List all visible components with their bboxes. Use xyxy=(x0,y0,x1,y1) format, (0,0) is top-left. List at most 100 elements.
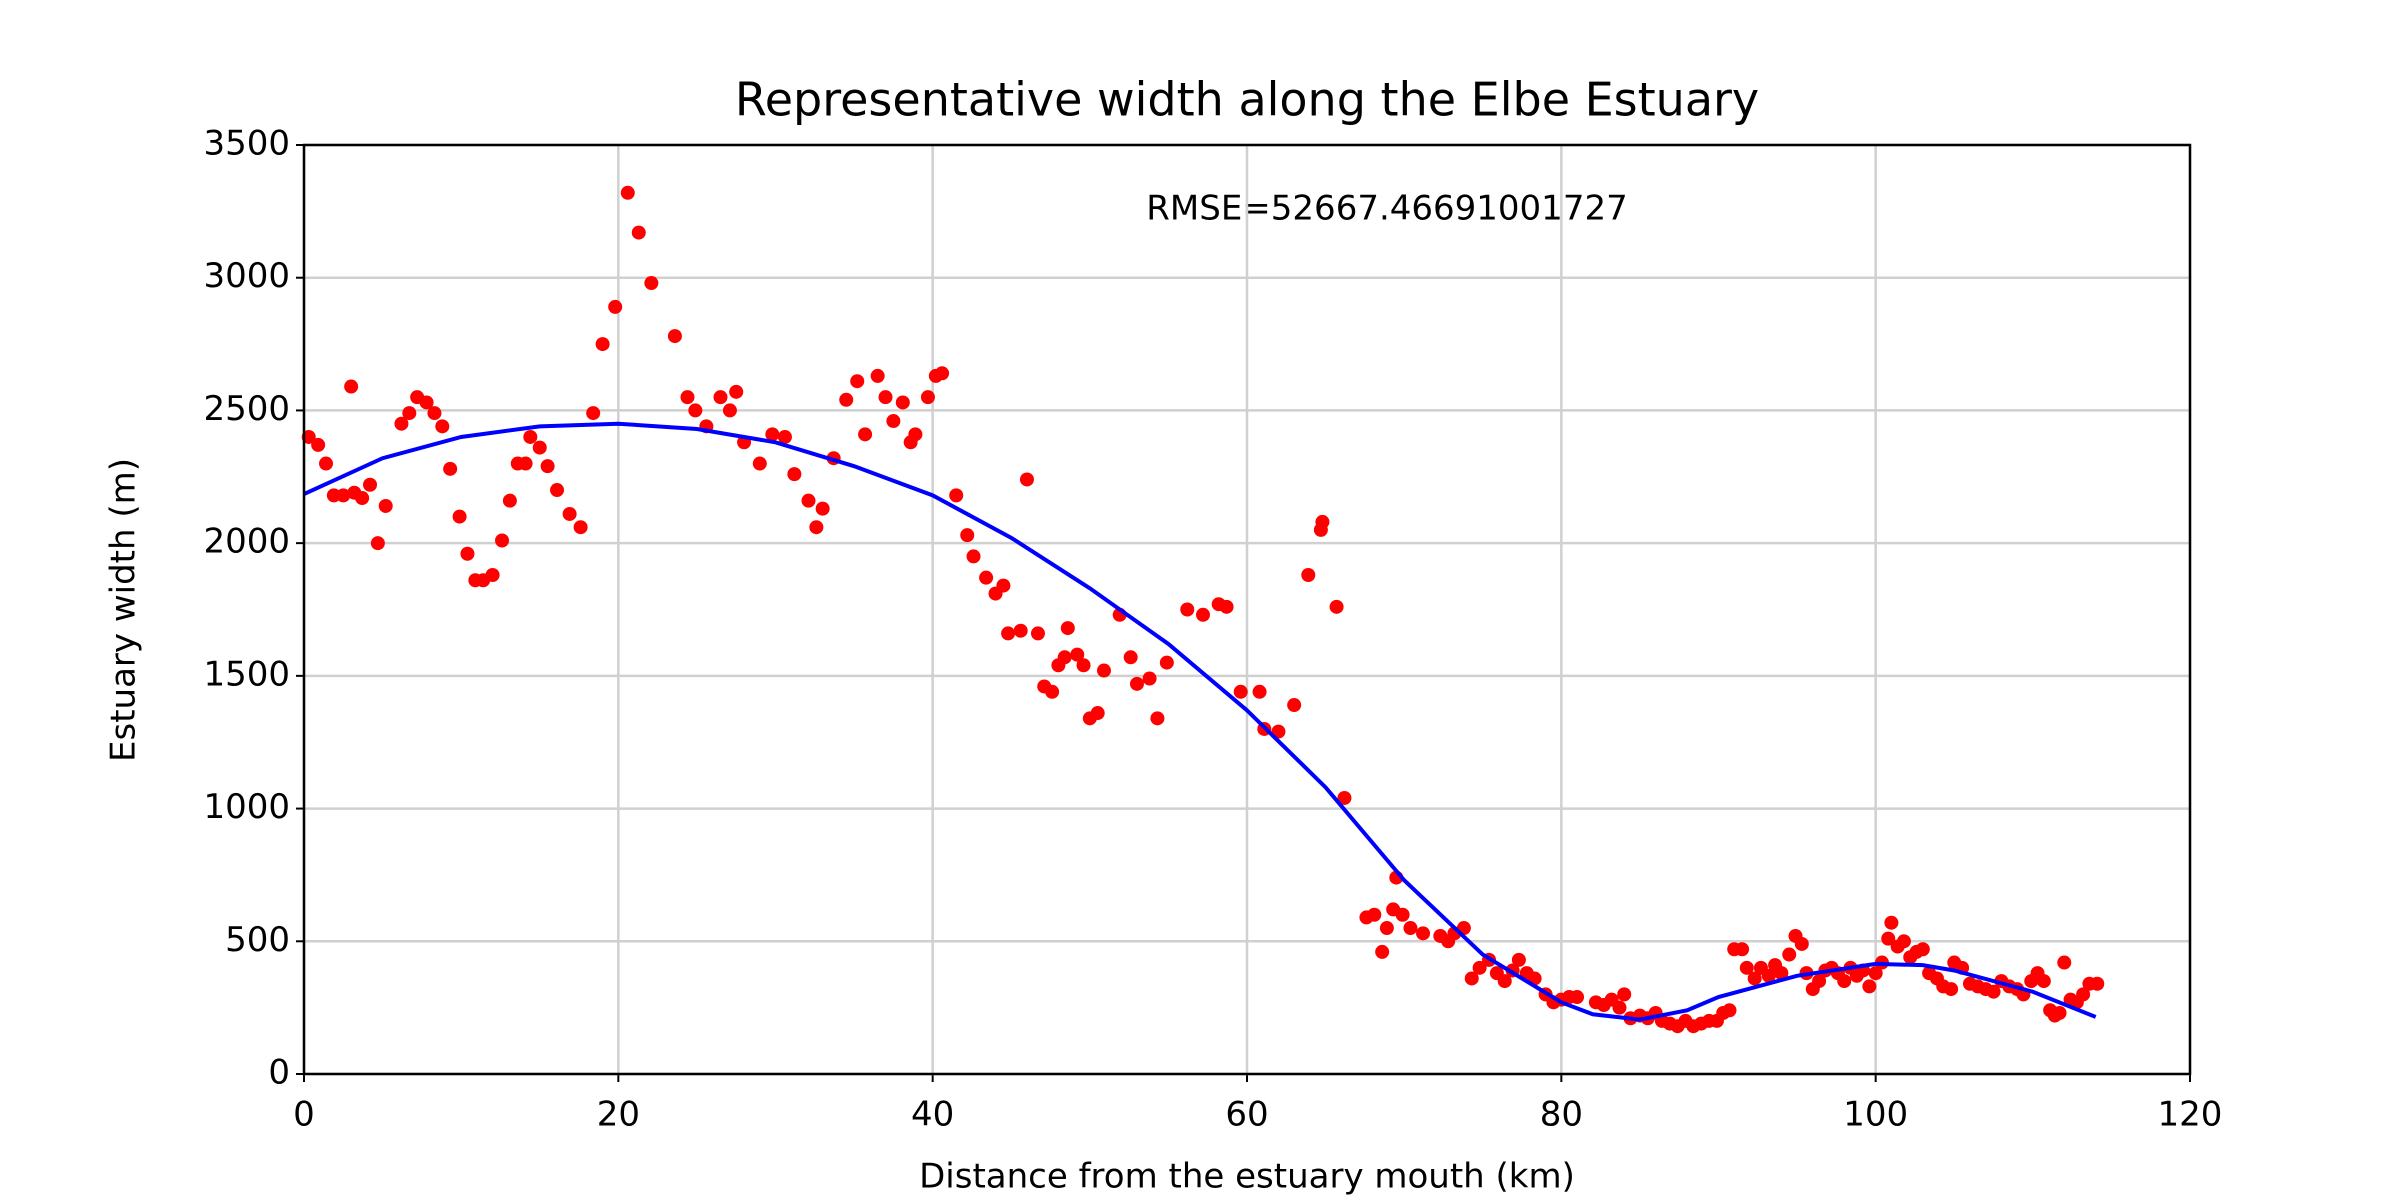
data-point xyxy=(1837,974,1852,989)
fit-line xyxy=(303,421,2097,1022)
data-point xyxy=(1159,655,1174,670)
data-point xyxy=(644,276,659,291)
data-point xyxy=(1747,971,1762,986)
y-tick-label: 0 xyxy=(268,1053,290,1093)
data-point xyxy=(908,427,923,442)
data-point xyxy=(996,578,1011,593)
data-point xyxy=(801,493,816,508)
y-tick-label: 2000 xyxy=(203,522,290,562)
data-point xyxy=(1617,987,1632,1002)
data-point xyxy=(886,414,901,429)
data-point xyxy=(960,528,975,543)
data-point xyxy=(815,501,830,516)
data-point xyxy=(1722,1003,1737,1018)
data-point xyxy=(1090,706,1105,721)
data-point xyxy=(850,374,865,389)
data-point xyxy=(878,390,893,405)
data-point xyxy=(344,379,359,394)
x-tick-label: 100 xyxy=(1843,1095,1908,1135)
data-point xyxy=(419,395,434,410)
data-point xyxy=(1142,671,1157,686)
data-point xyxy=(620,185,635,200)
data-point xyxy=(1375,944,1390,959)
data-point xyxy=(1045,684,1060,699)
data-point xyxy=(667,329,682,344)
data-point xyxy=(608,299,623,314)
x-tick-label: 80 xyxy=(1540,1095,1583,1135)
data-point xyxy=(1416,926,1431,941)
data-point xyxy=(1782,947,1797,962)
data-point xyxy=(858,427,873,442)
data-point xyxy=(2052,1005,2067,1020)
data-point xyxy=(595,337,610,352)
data-point xyxy=(394,416,409,431)
data-point xyxy=(1884,915,1899,930)
data-point xyxy=(631,225,646,240)
data-point xyxy=(518,456,533,471)
data-point xyxy=(523,429,538,444)
data-point xyxy=(1329,599,1344,614)
x-axis-label: Distance from the estuary mouth (km) xyxy=(919,1157,1575,1197)
data-point xyxy=(502,493,517,508)
data-point xyxy=(1761,968,1776,983)
data-point xyxy=(1862,979,1877,994)
data-point xyxy=(870,368,885,383)
data-point xyxy=(319,456,334,471)
data-point xyxy=(777,429,792,444)
x-tick-label: 120 xyxy=(2158,1095,2223,1135)
data-point xyxy=(713,390,728,405)
x-tick-label: 0 xyxy=(293,1095,315,1135)
data-point xyxy=(311,437,326,452)
y-axis-label: Estuary width (m) xyxy=(104,458,144,762)
y-tick-label: 1500 xyxy=(203,654,290,694)
data-point xyxy=(1915,942,1930,957)
data-point xyxy=(1337,790,1352,805)
data-point xyxy=(1070,647,1085,662)
data-point xyxy=(1123,650,1138,665)
data-point xyxy=(562,506,577,521)
data-point xyxy=(839,392,854,407)
data-point xyxy=(2036,974,2051,989)
data-point xyxy=(370,536,385,551)
data-point xyxy=(443,461,458,476)
data-point xyxy=(1379,921,1394,936)
data-point xyxy=(363,477,378,492)
data-point xyxy=(460,546,475,561)
data-point xyxy=(1367,907,1382,922)
data-point xyxy=(1315,514,1330,529)
y-tick-label: 3500 xyxy=(203,124,290,164)
x-tick-label: 40 xyxy=(911,1095,954,1135)
data-point xyxy=(378,498,393,513)
data-point xyxy=(495,533,510,548)
data-point xyxy=(1794,936,1809,951)
data-point xyxy=(586,406,601,421)
data-point xyxy=(765,427,780,442)
data-point xyxy=(355,491,370,506)
data-point xyxy=(2090,976,2105,991)
y-tick-label: 2500 xyxy=(203,389,290,429)
data-point xyxy=(1030,626,1045,641)
data-point xyxy=(1986,984,2001,999)
y-tick-label: 500 xyxy=(225,920,290,960)
data-point xyxy=(402,406,417,421)
chart-title: Representative width along the Elbe Estu… xyxy=(735,73,1759,127)
data-point xyxy=(895,395,910,410)
data-point xyxy=(1301,567,1316,582)
data-point xyxy=(1612,1000,1627,1015)
data-point xyxy=(1096,663,1111,678)
data-point xyxy=(427,406,442,421)
data-point xyxy=(540,459,555,474)
data-point xyxy=(1219,599,1234,614)
data-point xyxy=(1774,966,1789,981)
data-point xyxy=(949,488,964,503)
data-point xyxy=(452,509,467,524)
x-tick-label: 20 xyxy=(597,1095,640,1135)
data-point xyxy=(1013,623,1028,638)
data-point xyxy=(1233,684,1248,699)
data-point xyxy=(1076,658,1091,673)
data-point xyxy=(435,419,450,434)
data-point xyxy=(1739,960,1754,975)
data-point xyxy=(573,520,588,535)
data-point xyxy=(722,403,737,418)
